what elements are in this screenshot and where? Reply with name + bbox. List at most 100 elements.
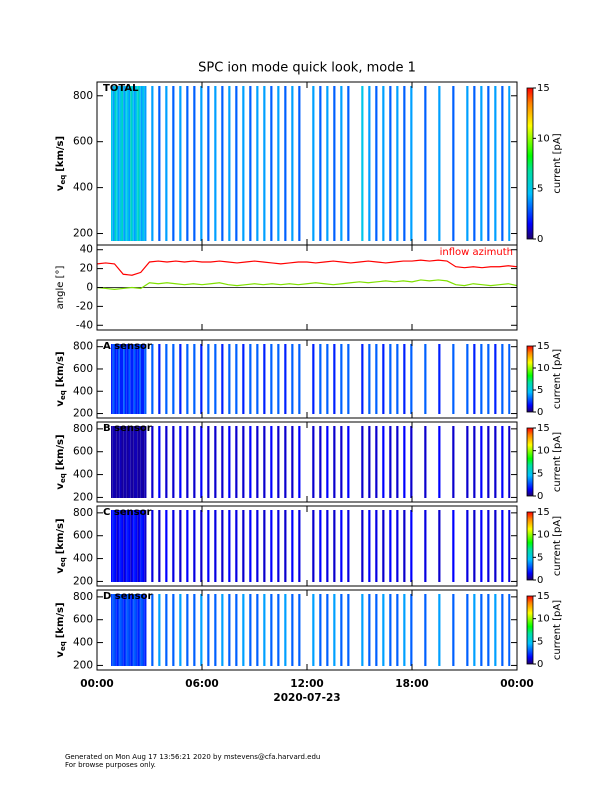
spectrum-stripe <box>140 594 143 666</box>
spectrum-stripe <box>319 86 322 241</box>
x-tick-label: 12:00 <box>290 678 323 690</box>
spectrum-stripe <box>140 86 143 241</box>
spectrum-stripe <box>410 426 413 498</box>
spectrum-stripe <box>193 86 196 241</box>
y-axis-label-main: v <box>55 483 66 490</box>
spectrum-stripe <box>207 86 210 241</box>
spectrum-stripe <box>128 510 131 582</box>
spectrum-stripe <box>333 426 336 498</box>
spectrum-stripe <box>221 594 224 666</box>
spectrum-stripe <box>114 510 117 582</box>
y-tick-label: -40 <box>76 319 93 331</box>
spectrum-stripe <box>291 426 294 498</box>
spectrum-stripe <box>256 594 259 666</box>
y-tick-label: 600 <box>73 136 93 148</box>
spectrum-stripe <box>132 426 134 498</box>
spectrum-stripe <box>158 86 161 241</box>
spectrum-stripe <box>139 510 141 582</box>
spectrum-stripe <box>200 344 203 414</box>
spectrum-stripe <box>119 426 122 498</box>
y-tick-label: 600 <box>73 614 93 626</box>
spectrum-stripe <box>368 426 371 498</box>
spectrum-stripe <box>139 344 141 414</box>
y-tick-label: 800 <box>73 90 93 102</box>
panel-label: D sensor <box>103 591 152 602</box>
spectrum-stripe <box>242 426 245 498</box>
spectrum-stripe <box>277 510 280 582</box>
spectrum-stripe <box>284 510 287 582</box>
spectrum-stripe <box>375 344 378 414</box>
spectrum-stripe <box>142 426 145 498</box>
spectrum-stripe <box>473 510 476 582</box>
spectrum-stripe <box>326 594 329 666</box>
colorbar-tick-label: 5 <box>537 468 543 479</box>
spectrum-stripe <box>128 344 131 414</box>
spectrum-stripe <box>347 344 350 414</box>
spectrum-stripe <box>389 510 392 582</box>
spectrum-stripe <box>139 594 141 666</box>
spectrum-stripe <box>214 426 217 498</box>
spectrum-stripe <box>277 344 280 414</box>
y-axis-label: veq [km/s] <box>55 434 67 489</box>
spectrum-stripe <box>130 426 132 498</box>
spectrum-stripe <box>263 344 266 414</box>
spectrum-stripe <box>130 86 132 241</box>
spectrum-stripe <box>144 510 147 582</box>
spectrum-stripe <box>228 344 231 414</box>
spectrum-stripe <box>263 594 266 666</box>
spectrum-stripe <box>179 594 182 666</box>
spectrum-stripe <box>126 510 129 582</box>
spectrum-stripe <box>151 86 154 241</box>
spectrum-stripe <box>125 344 127 414</box>
spectrum-stripe <box>130 344 132 414</box>
spectrum-stripe <box>221 86 224 241</box>
y-tick-label: 200 <box>73 659 93 671</box>
spectrum-stripe <box>340 426 343 498</box>
spectrum-stripe <box>403 344 406 414</box>
colorbar-tick-label: 0 <box>537 659 543 670</box>
spectrum-stripe <box>193 510 196 582</box>
spectrum-stripe <box>501 426 504 498</box>
y-tick-label: 200 <box>73 228 93 240</box>
spectrum-stripe <box>242 86 245 241</box>
footer-line: For browse purposes only. <box>65 761 156 769</box>
y-tick-label: 200 <box>73 575 93 587</box>
spectrum-stripe <box>277 86 280 241</box>
colorbar-label: current [pA] <box>552 133 563 193</box>
spectrum-stripe <box>235 510 238 582</box>
spectrum-stripe <box>125 86 127 241</box>
spectrum-stripe <box>494 510 497 582</box>
y-tick-label: 40 <box>80 244 93 256</box>
spectrum-stripe <box>242 344 245 414</box>
spectrum-stripe <box>121 344 124 414</box>
colorbar-tick-label: 5 <box>537 636 543 647</box>
colorbar-tick-label: 15 <box>537 83 550 94</box>
spectrum-stripe <box>270 86 273 241</box>
y-tick-label: 200 <box>73 408 93 420</box>
spectrum-stripe <box>221 344 224 414</box>
y-axis-label-unit: [km/s] <box>55 434 66 470</box>
spectrum-stripe <box>487 426 490 498</box>
angle-line <box>96 279 518 290</box>
y-axis-label-unit: [km/s] <box>55 518 66 554</box>
spectrum-stripe <box>438 344 441 414</box>
spectrum-stripe <box>116 344 118 414</box>
spectrum-stripe <box>361 594 364 666</box>
spectrum-stripe <box>142 510 145 582</box>
spectrum-stripe <box>480 426 483 498</box>
spectrum-stripe <box>487 510 490 582</box>
y-tick-label: 0 <box>86 282 93 294</box>
spectrum-stripe <box>480 510 483 582</box>
y-tick-label: 20 <box>80 263 93 275</box>
spectrum-stripe <box>424 426 427 498</box>
spectrum-stripe <box>111 426 113 498</box>
spectrum-stripe <box>186 594 189 666</box>
spectrum-stripe <box>249 344 252 414</box>
spectrum-stripe <box>466 510 469 582</box>
colorbar-tick-label: 15 <box>537 591 550 602</box>
spectrum-stripe <box>135 344 138 414</box>
spectrum-stripe <box>128 86 131 241</box>
spectrum-stripe <box>118 594 120 666</box>
spectrum-stripe <box>361 86 364 241</box>
